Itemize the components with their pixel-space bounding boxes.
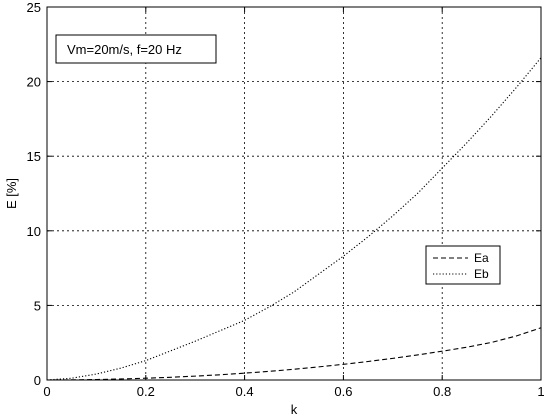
x-axis-label: k: [291, 402, 298, 417]
x-tick-label: 0.8: [433, 384, 451, 399]
annotation-frame: [55, 34, 217, 64]
series-lines: [46, 57, 542, 381]
series-line-eb: [46, 57, 542, 381]
plot-frame: [46, 6, 542, 381]
legend: Ea Eb: [425, 245, 501, 285]
y-tick-label: 5: [34, 298, 41, 313]
x-tick-label: 0.4: [236, 384, 254, 399]
y-tick-label: 15: [27, 149, 41, 164]
y-tick-label: 0: [34, 373, 41, 388]
legend-label-ea: Ea: [474, 251, 489, 265]
x-tick-label: 0.6: [334, 384, 352, 399]
annotation-box: Vm=20m/s, f=20 Hz: [55, 34, 217, 64]
legend-label-eb: Eb: [474, 267, 489, 281]
grid: [47, 7, 541, 380]
x-tick-label: 0: [43, 384, 50, 399]
y-tick-label: 20: [27, 75, 41, 90]
y-tick-label: 10: [27, 224, 41, 239]
legend-frame: [425, 245, 501, 285]
y-axis-label: E [%]: [4, 178, 19, 209]
series-line-ea: [46, 327, 542, 381]
y-tick-label: 25: [27, 0, 41, 15]
annotation-text: Vm=20m/s, f=20 Hz: [67, 42, 182, 57]
x-tick-label: 1: [537, 384, 544, 399]
x-tick-label: 0.2: [137, 384, 155, 399]
